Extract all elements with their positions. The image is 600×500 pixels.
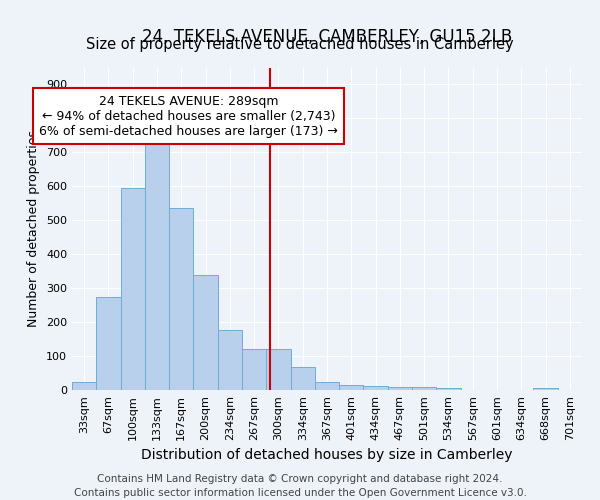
Bar [315,382,339,390]
Bar [96,296,121,390]
Bar [266,350,290,390]
Bar [339,385,364,390]
Bar [533,388,558,390]
Title: 24, TEKELS AVENUE, CAMBERLEY, GU15 2LB: 24, TEKELS AVENUE, CAMBERLEY, GU15 2LB [142,28,512,46]
Bar [364,386,388,390]
X-axis label: Distribution of detached houses by size in Camberley: Distribution of detached houses by size … [141,448,513,462]
Text: Contains HM Land Registry data © Crown copyright and database right 2024.
Contai: Contains HM Land Registry data © Crown c… [74,474,526,498]
Bar [169,208,193,390]
Bar [72,382,96,390]
Bar [218,330,242,390]
Bar [121,188,145,390]
Y-axis label: Number of detached properties: Number of detached properties [28,130,40,327]
Text: 24 TEKELS AVENUE: 289sqm
← 94% of detached houses are smaller (2,743)
6% of semi: 24 TEKELS AVENUE: 289sqm ← 94% of detach… [39,94,338,138]
Bar [193,274,218,390]
Bar [290,367,315,390]
Bar [388,388,412,390]
Text: Size of property relative to detached houses in Camberley: Size of property relative to detached ho… [86,38,514,52]
Bar [145,139,169,390]
Bar [436,388,461,390]
Bar [412,388,436,390]
Bar [242,350,266,390]
